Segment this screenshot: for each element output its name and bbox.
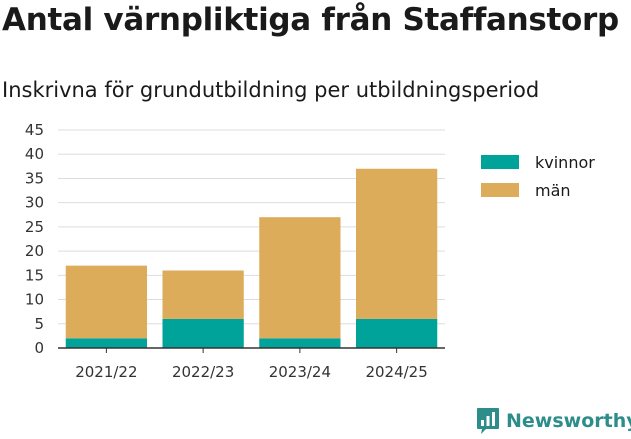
legend-label-kvinnor: kvinnor [535, 152, 595, 172]
newsworthy-logo-icon [477, 408, 499, 434]
newsworthy-logo: Newsworthy [476, 407, 631, 435]
y-tick-label: 30 [25, 194, 44, 212]
bar-man-2022/23 [162, 270, 244, 319]
bar-man-2024/25 [355, 168, 438, 319]
bar-kvinnor-2021/22 [65, 338, 148, 348]
legend-item-man: män [481, 176, 595, 204]
x-tick-label: 2021/22 [75, 363, 137, 381]
legend-label-man: män [535, 180, 571, 200]
y-tick-label: 5 [34, 315, 44, 333]
bar-man-2021/22 [65, 265, 148, 339]
x-tick-label: 2023/24 [269, 363, 331, 381]
brand-name: Newsworthy [506, 410, 631, 432]
x-tick-label: 2024/25 [365, 363, 427, 381]
x-tick-label: 2022/23 [172, 363, 234, 381]
y-tick-label: 15 [25, 266, 44, 284]
bar-man-2023/24 [259, 217, 341, 339]
bar-kvinnor-2022/23 [162, 318, 244, 348]
y-tick-label: 0 [34, 339, 44, 357]
y-tick-label: 45 [25, 121, 44, 139]
bar-kvinnor-2023/24 [259, 338, 341, 348]
y-tick-label: 40 [25, 145, 44, 163]
y-tick-label: 35 [25, 169, 44, 187]
chart-legend: kvinnor män [481, 148, 595, 204]
chart-subtitle: Inskrivna för grundutbildning per utbild… [2, 78, 540, 102]
y-tick-label: 20 [25, 242, 44, 260]
y-tick-label: 25 [25, 218, 44, 236]
y-tick-label: 10 [25, 291, 44, 309]
legend-swatch-kvinnor [481, 155, 519, 169]
chart-title: Antal värnpliktiga från Staffanstorp [2, 2, 619, 38]
legend-item-kvinnor: kvinnor [481, 148, 595, 176]
bar-kvinnor-2024/25 [355, 318, 438, 348]
legend-swatch-man [481, 183, 519, 197]
